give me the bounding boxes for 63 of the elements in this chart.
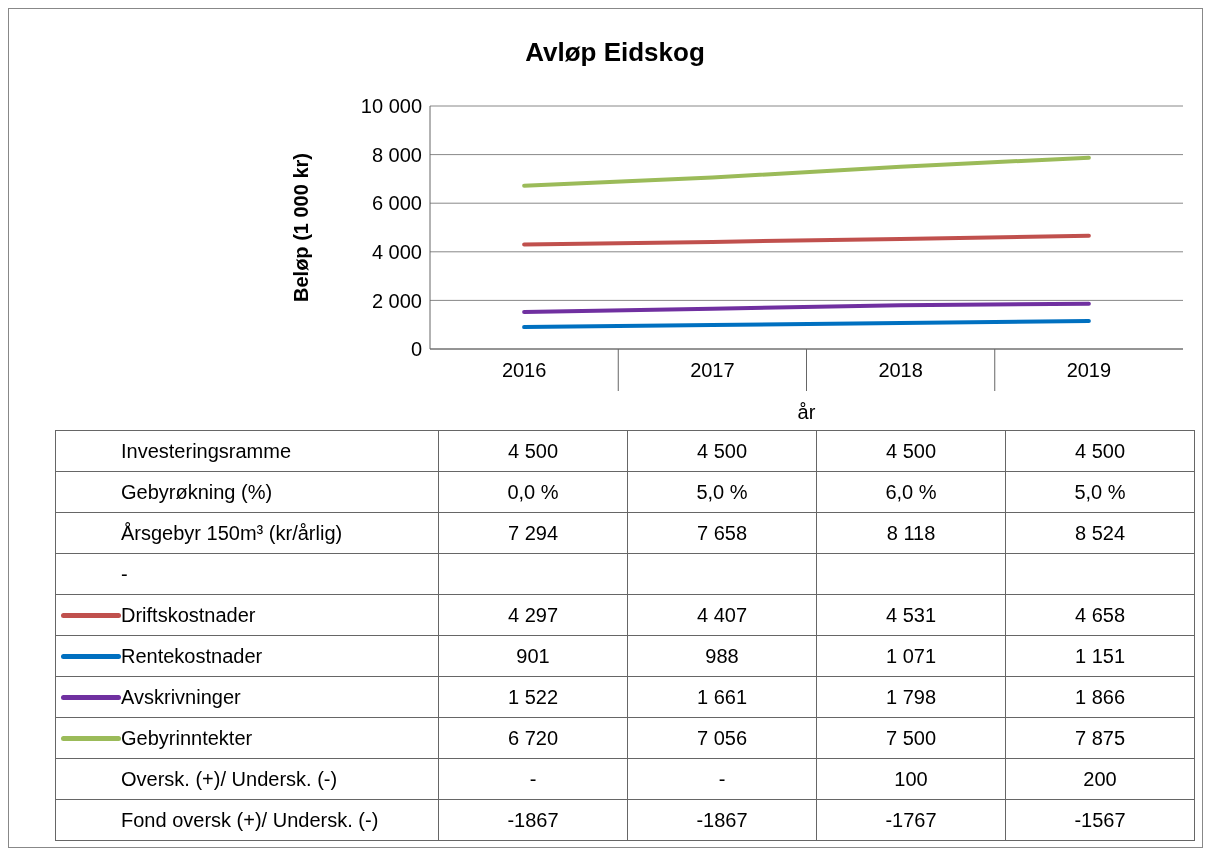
legend-label: Gebyrinntekter — [55, 717, 439, 759]
text: 6,0 % — [816, 471, 1006, 513]
text: 7 658 — [627, 512, 817, 554]
text: 200 — [1005, 758, 1195, 800]
data-label: 1 798 — [816, 676, 1006, 718]
y-tick-label: 10 000 — [360, 95, 422, 118]
data-label: 4 407 — [627, 594, 817, 636]
x-tick-label: 2019 — [1066, 359, 1112, 381]
data-label: 7 056 — [627, 717, 817, 759]
text: Oversk. (+)/ Undersk. (-) — [55, 758, 439, 800]
y-tick-label: 4 000 — [371, 240, 422, 263]
text: Gebyrøkning (%) — [55, 471, 439, 513]
text: 0,0 % — [438, 471, 628, 513]
x-tick-label: 2018 — [878, 359, 923, 381]
x-tick-label: 2017 — [690, 359, 735, 381]
data-label: 1 522 — [438, 676, 628, 718]
text: 8 524 — [1005, 512, 1195, 554]
text: 4 500 — [627, 430, 817, 472]
data-label: 7 875 — [1005, 717, 1195, 759]
data-label: 4 297 — [438, 594, 628, 636]
line-series — [522, 233, 1091, 247]
text: 4 500 — [816, 430, 1006, 472]
text: - — [438, 758, 628, 800]
text: 4 500 — [1005, 430, 1195, 472]
text: -1867 — [438, 799, 628, 841]
y-tick-label: 8 000 — [371, 143, 422, 166]
chart-title: Avløp Eidskog — [524, 37, 706, 68]
text: 5,0 % — [627, 471, 817, 513]
text: -1867 — [627, 799, 817, 841]
text: 8 118 — [816, 512, 1006, 554]
text: - — [627, 758, 817, 800]
y-tick-label: 2 000 — [371, 289, 422, 312]
x-tick-label: 2016 — [501, 359, 547, 381]
data-label: 901 — [438, 635, 628, 677]
legend-label: Rentekostnader — [55, 635, 439, 677]
text: 100 — [816, 758, 1006, 800]
text: 4 500 — [438, 430, 628, 472]
legend-label: Driftskostnader — [55, 594, 439, 636]
y-axis-title: Beløp (1 000 kr) — [290, 153, 313, 302]
text: -1567 — [1005, 799, 1195, 841]
data-label: 7 500 — [816, 717, 1006, 759]
text: Fond oversk (+)/ Undersk. (-) — [55, 799, 439, 841]
data-label: 1 151 — [1005, 635, 1195, 677]
data-label: 988 — [627, 635, 817, 677]
text: 7 294 — [438, 512, 628, 554]
text: -1767 — [816, 799, 1006, 841]
text: 5,0 % — [1005, 471, 1195, 513]
line-series — [522, 319, 1091, 330]
data-label: 6 720 — [438, 717, 628, 759]
x-axis-title: år — [797, 401, 816, 423]
text: - — [55, 553, 439, 595]
y-tick-label: 6 000 — [371, 192, 422, 215]
data-label: 1 661 — [627, 676, 817, 718]
text: Investeringsramme — [55, 430, 439, 472]
text: Årsgebyr 150m³ (kr/årlig) — [55, 512, 439, 554]
legend-label: Avskrivninger — [55, 676, 439, 718]
line-series — [522, 301, 1091, 315]
y-tick-label: 0 — [410, 338, 422, 361]
data-label: 1 866 — [1005, 676, 1195, 718]
data-label: 4 658 — [1005, 594, 1195, 636]
data-label: 4 531 — [816, 594, 1006, 636]
data-label: 1 071 — [816, 635, 1006, 677]
line-series — [522, 155, 1091, 188]
